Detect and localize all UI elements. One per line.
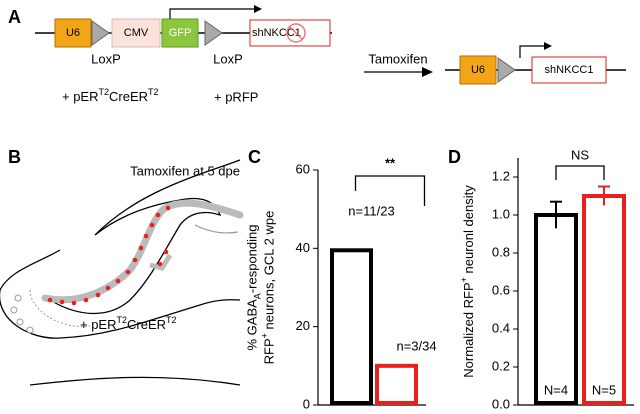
significance-label: NS — [571, 147, 589, 162]
bar — [375, 363, 418, 406]
loxp-label: LoxP — [213, 51, 243, 66]
brain-sketch — [0, 159, 244, 386]
bar-label: n=11/23 — [348, 204, 394, 219]
panel-title: Tamoxifen at 5 dpe — [130, 163, 240, 178]
label-part: neurons, GCL 2 wpe — [262, 211, 277, 333]
treatment-label: Tamoxifen — [368, 51, 427, 66]
plasmid-label: + pERT2CreERT2 — [62, 87, 159, 104]
significance-bracket — [555, 165, 605, 180]
y-tick-label: 0 — [303, 396, 310, 411]
element-label: shNKCC1 — [545, 64, 594, 76]
y-tick-label: 40 — [296, 240, 310, 255]
element-label: U6 — [66, 27, 80, 39]
bar — [330, 248, 373, 405]
y-tick-label: 1.0 — [492, 206, 510, 221]
y-axis-label: % GABAA-responding — [245, 225, 263, 351]
loxp-label: LoxP — [91, 51, 121, 66]
bar-label: n=3/34 — [396, 338, 436, 353]
y-tick-label: 0.8 — [492, 244, 510, 259]
bar-label: N=4 — [544, 382, 568, 397]
label-part: A — [253, 293, 263, 299]
panel-label: B — [8, 147, 21, 167]
y-tick-label: 1.2 — [492, 168, 510, 183]
bar — [582, 194, 626, 405]
result-construct: U6 shNKCC1 — [445, 42, 626, 85]
reporter-label: + pRFP — [214, 89, 258, 104]
bar-label: N=5 — [592, 382, 616, 397]
label-part: % GABA — [245, 299, 260, 351]
plasmid-label: + pERT2CreERT2 — [80, 315, 177, 332]
panel-label: C — [248, 147, 261, 167]
element-label: GFP — [169, 27, 192, 39]
label-part: -responding — [245, 225, 260, 294]
y-tick-label: 60 — [296, 161, 310, 176]
construct: U6 CMV GFP shNKCC1 — [35, 5, 332, 48]
label-part: + — [260, 333, 270, 338]
y-tick-label: 0.2 — [492, 358, 510, 373]
label-part: neuronl density — [461, 185, 476, 277]
y-axis-label: RFP+ neurons, GCL 2 wpe — [260, 211, 277, 365]
element-label: U6 — [471, 64, 485, 76]
y-tick-label: 20 — [296, 318, 310, 333]
panel-label: D — [448, 147, 461, 167]
significance-bracket — [354, 175, 426, 206]
label-part: RFP — [262, 338, 277, 364]
element-label: shNKCC1 — [252, 27, 301, 39]
y-tick-label: 0.0 — [492, 396, 510, 411]
significance-label: ** — [385, 155, 396, 170]
y-tick-label: 0.6 — [492, 282, 510, 297]
bar — [534, 213, 578, 405]
panel-label: A — [8, 7, 21, 27]
y-tick-label: 0.4 — [492, 320, 510, 335]
label-part: + — [459, 277, 469, 282]
y-axis-label: Normalized RFP+ neuronl density — [459, 185, 476, 378]
element-label: CMV — [124, 27, 149, 39]
label-part: Normalized RFP — [461, 282, 476, 377]
